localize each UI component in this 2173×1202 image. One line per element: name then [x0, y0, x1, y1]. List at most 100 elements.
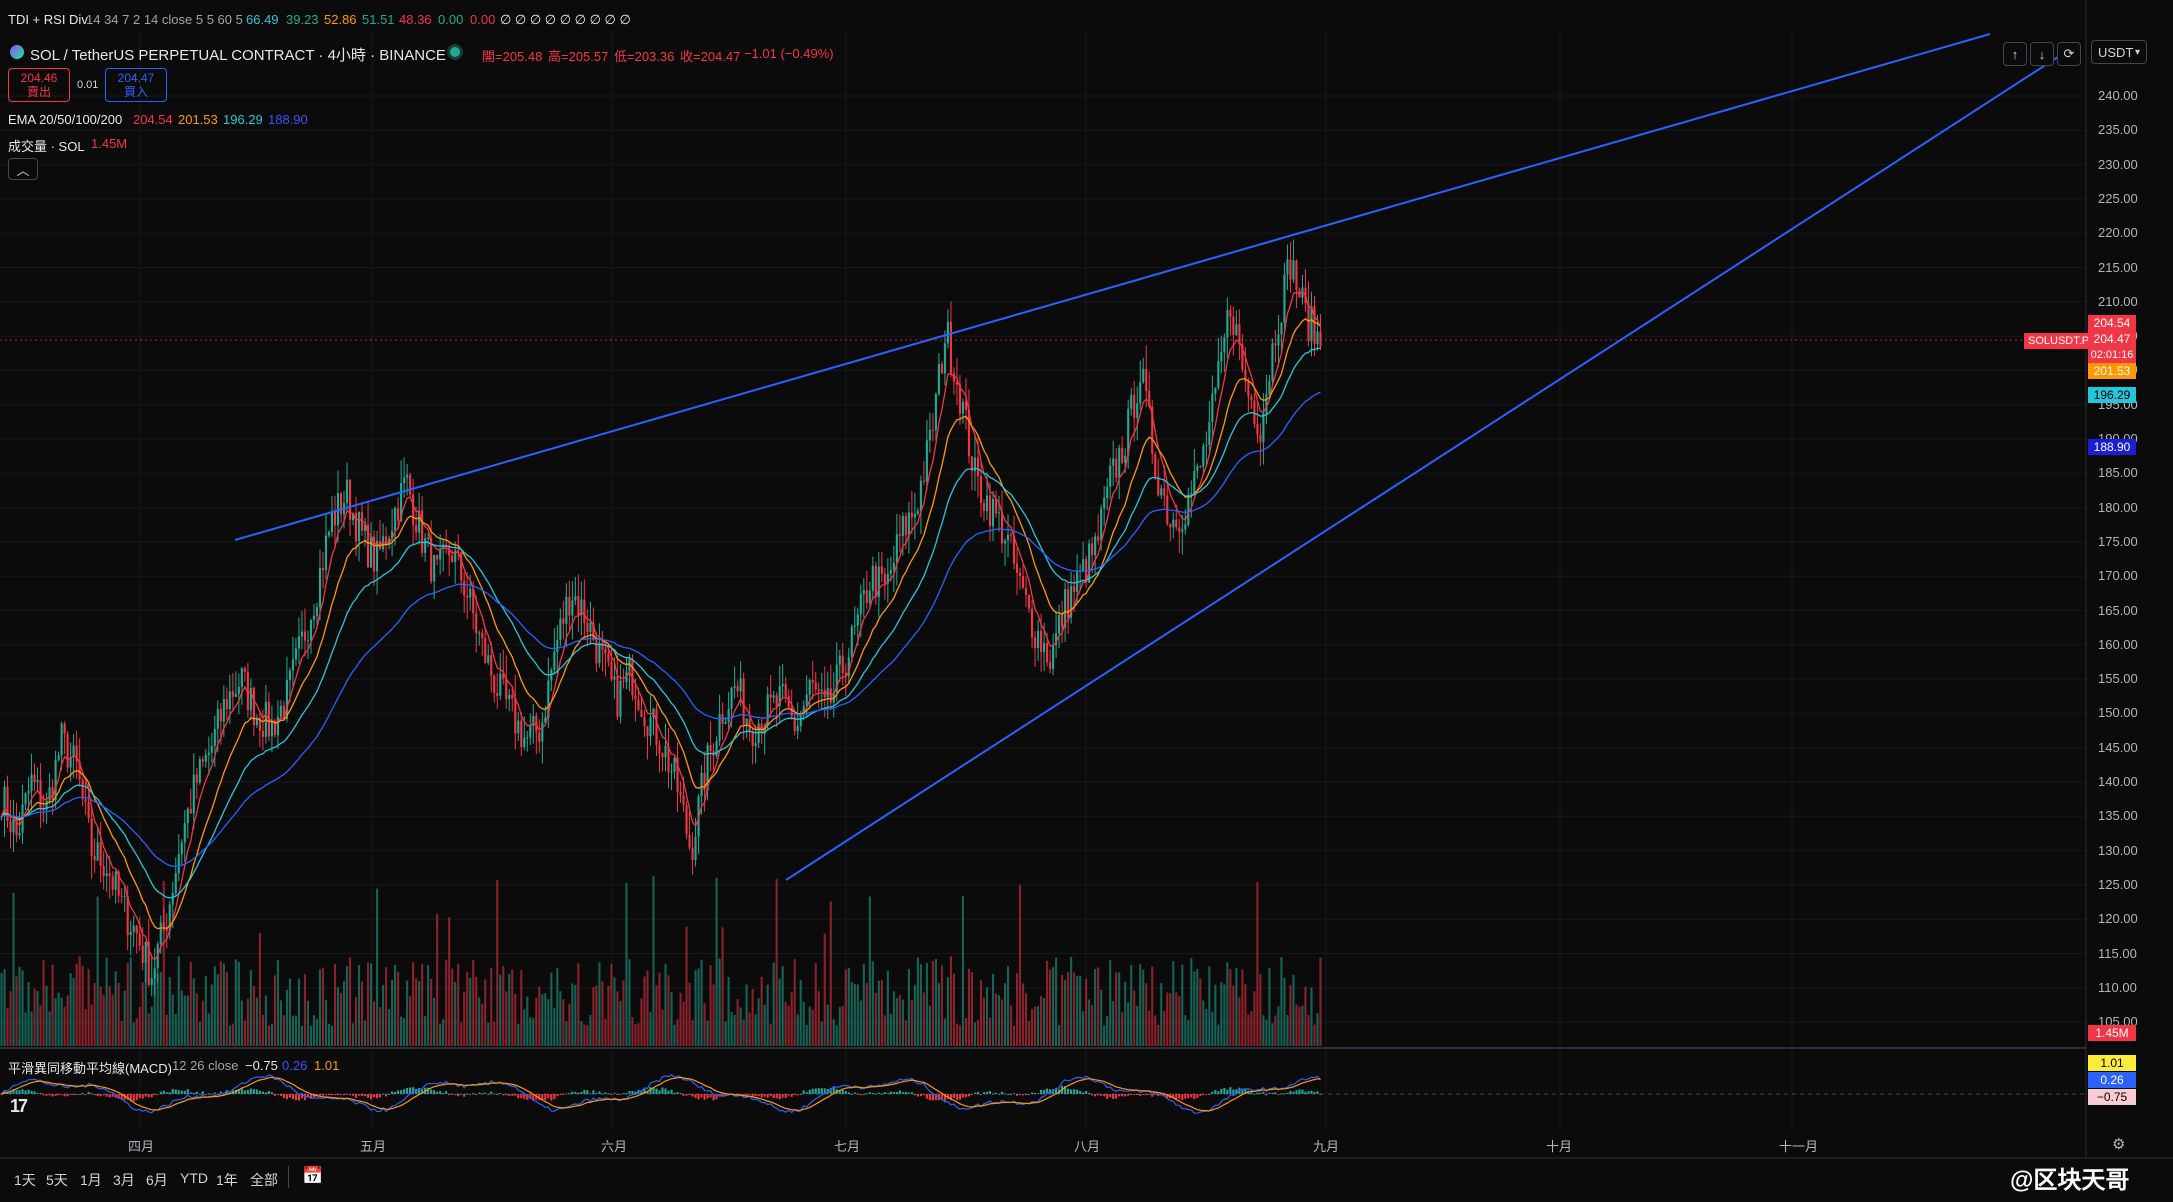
volume-bar — [520, 970, 523, 1046]
volume-bar — [937, 983, 940, 1046]
reset-view-button[interactable]: ⟳ — [2057, 42, 2081, 66]
volume-bar — [243, 1020, 246, 1046]
range-1y-button[interactable]: 1年 — [216, 1172, 238, 1188]
trendlines[interactable] — [234, 33, 2079, 881]
volume-bar — [321, 967, 325, 1046]
candle-body — [252, 687, 255, 726]
candle-body — [1009, 534, 1013, 536]
volume-bar — [1193, 971, 1196, 1046]
candle-body — [1196, 466, 1199, 472]
volume-bar — [1118, 972, 1121, 1046]
settings-gear-icon[interactable]: ⚙ — [2112, 1136, 2126, 1153]
candle-body — [114, 871, 117, 890]
macd-histogram-bar — [691, 1094, 694, 1097]
macd-histogram-bar — [1208, 1094, 1211, 1095]
volume-bar — [120, 1020, 123, 1046]
candle-body — [952, 373, 955, 382]
currency-select[interactable]: USDT ▾ — [2091, 40, 2147, 64]
volume-bar — [850, 981, 853, 1046]
macd-histogram-bar — [781, 1094, 784, 1098]
candle-body — [976, 457, 980, 476]
range-ytd-button[interactable]: YTD — [180, 1170, 208, 1186]
volume-bar — [466, 971, 469, 1046]
range-5d-button[interactable]: 5天 — [46, 1172, 68, 1188]
macd-legend-label[interactable]: 平滑異同移動平均線(MACD) — [8, 1061, 172, 1076]
candle-body — [1289, 259, 1292, 280]
candle-body — [159, 922, 162, 945]
volume-bar — [940, 965, 943, 1046]
buy-button[interactable]: 204.47 買入 — [105, 68, 167, 102]
macd-histogram-bar — [379, 1094, 382, 1098]
candle-body — [970, 456, 974, 472]
volume-bar — [1319, 957, 1322, 1046]
macd-histogram-bar — [1262, 1091, 1265, 1094]
macd-histogram-bar — [580, 1091, 583, 1094]
volume-bar — [1238, 997, 1241, 1046]
range-1m-button[interactable]: 1月 — [80, 1172, 102, 1188]
macd-histogram-bar — [360, 1094, 364, 1096]
volume-bar — [336, 987, 340, 1046]
candle-body — [1223, 337, 1226, 353]
symbol-title[interactable]: SOL / TetherUS PERPETUAL CONTRACT · 4小時 … — [30, 47, 446, 64]
macd-histogram-bar — [445, 1091, 448, 1094]
volume-bar — [228, 1025, 231, 1046]
volume-bar — [718, 958, 721, 1046]
candle-body — [1064, 589, 1067, 628]
candle-body — [1097, 536, 1100, 541]
tradingview-logo-icon[interactable]: 17 — [10, 1096, 28, 1116]
candle-body — [415, 524, 418, 533]
volume-bar — [946, 977, 949, 1046]
lower-trendline[interactable] — [785, 43, 2079, 881]
candle-body — [213, 728, 216, 746]
volume-bar — [1103, 1025, 1106, 1046]
macd-histogram-bar — [679, 1093, 682, 1095]
tdi-indicator-name[interactable]: TDI + RSI Div — [8, 12, 88, 27]
volume-bar — [469, 978, 472, 1046]
range-3m-button[interactable]: 3月 — [113, 1172, 135, 1188]
scroll-down-button[interactable]: ↓ — [2030, 42, 2054, 66]
candle-body — [862, 590, 865, 595]
scroll-up-button[interactable]: ↑ — [2003, 42, 2027, 66]
sell-button[interactable]: 204.46 賣出 — [8, 68, 70, 102]
market-status-icon[interactable] — [450, 47, 460, 57]
date-range-calendar-icon[interactable]: 📅 — [302, 1166, 324, 1185]
ema-legend-label[interactable]: EMA 20/50/100/200 — [8, 112, 123, 127]
volume-bar — [1202, 1000, 1205, 1046]
macd-histogram-bar — [601, 1093, 604, 1095]
macd-legend-value-3: 1.01 — [314, 1058, 340, 1073]
volume-bar — [1157, 1024, 1160, 1046]
volume-bar — [126, 963, 129, 1046]
macd-histogram-bar — [952, 1094, 955, 1099]
range-all-button[interactable]: 全部 — [250, 1172, 278, 1188]
collapse-legend-button[interactable]: ︿ — [8, 158, 38, 180]
macd-histogram-bar — [631, 1090, 634, 1094]
range-1d-button[interactable]: 1天 — [14, 1172, 36, 1188]
volume-bar — [601, 981, 604, 1046]
macd-histogram-bar — [811, 1088, 814, 1094]
range-6m-button[interactable]: 6月 — [146, 1172, 168, 1188]
candle-body — [529, 725, 532, 738]
macd-histogram-bar — [1316, 1091, 1319, 1094]
volume-bar — [763, 1004, 766, 1046]
volume-legend-label[interactable]: 成交量 · SOL — [8, 139, 85, 154]
macd-histogram-bar — [556, 1094, 559, 1097]
candle-body — [943, 343, 946, 374]
macd-histogram-bar — [192, 1092, 195, 1094]
volume-bar — [709, 965, 712, 1046]
volume-bar — [222, 963, 225, 1046]
macd-histogram-bar — [105, 1094, 108, 1097]
macd-histogram-bar — [571, 1091, 574, 1094]
candle-body — [793, 716, 796, 732]
candle-body — [808, 680, 811, 695]
volume-bar — [451, 968, 454, 1046]
volume-bar — [54, 998, 57, 1046]
macd-histogram-bar — [895, 1092, 898, 1094]
arrow-up-icon: ↑ — [2011, 46, 2019, 62]
volume-bar — [409, 996, 412, 1046]
volume-bar — [655, 985, 658, 1046]
volume-bar — [397, 971, 400, 1046]
upper-trendline[interactable] — [234, 33, 1991, 541]
volume-bar — [874, 993, 877, 1046]
volume-bar — [688, 982, 691, 1046]
